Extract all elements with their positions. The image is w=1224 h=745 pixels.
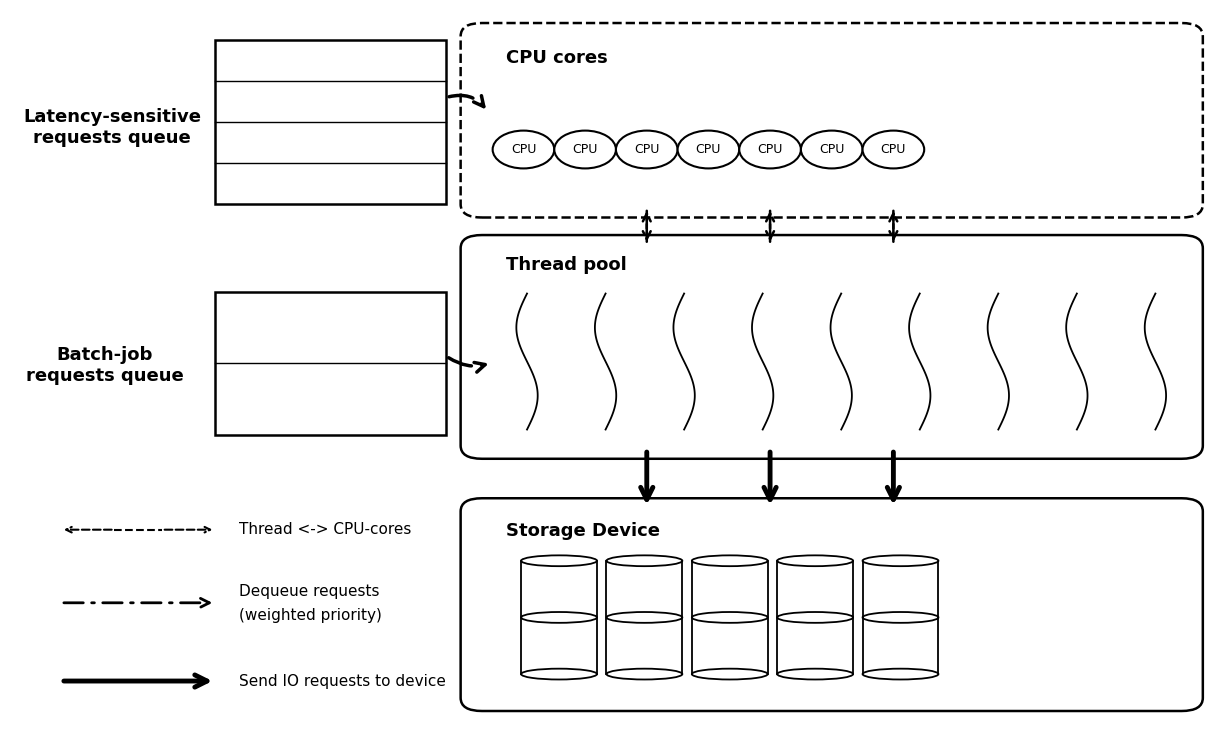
Ellipse shape [692, 669, 767, 679]
Text: Thread pool: Thread pool [506, 256, 627, 273]
Text: CPU: CPU [510, 143, 536, 156]
Text: Dequeue requests: Dequeue requests [239, 584, 379, 599]
Bar [777, 561, 853, 674]
Ellipse shape [863, 555, 939, 566]
Ellipse shape [777, 555, 853, 566]
Ellipse shape [863, 669, 939, 679]
Ellipse shape [800, 130, 863, 168]
FancyBboxPatch shape [460, 235, 1203, 459]
Bar [215, 292, 447, 434]
Text: Storage Device: Storage Device [506, 522, 660, 539]
Ellipse shape [678, 130, 739, 168]
Text: Batch-job
requests queue: Batch-job requests queue [26, 346, 184, 384]
Bar [863, 561, 939, 674]
Text: (weighted priority): (weighted priority) [239, 609, 382, 624]
Ellipse shape [692, 555, 767, 566]
Ellipse shape [777, 669, 853, 679]
Text: Send IO requests to device: Send IO requests to device [239, 673, 446, 688]
Text: CPU: CPU [634, 143, 660, 156]
Ellipse shape [863, 130, 924, 168]
Text: CPU cores: CPU cores [506, 48, 607, 66]
Ellipse shape [616, 130, 678, 168]
Ellipse shape [492, 130, 554, 168]
Text: CPU: CPU [819, 143, 845, 156]
Ellipse shape [521, 555, 597, 566]
Bar [521, 561, 597, 674]
Text: Thread <-> CPU-cores: Thread <-> CPU-cores [239, 522, 411, 537]
Ellipse shape [606, 555, 682, 566]
Ellipse shape [739, 130, 800, 168]
Bar [606, 561, 682, 674]
Text: CPU: CPU [695, 143, 721, 156]
Ellipse shape [606, 669, 682, 679]
Bar [692, 561, 767, 674]
Text: CPU: CPU [573, 143, 597, 156]
Text: CPU: CPU [881, 143, 906, 156]
Text: Latency-sensitive
requests queue: Latency-sensitive requests queue [23, 108, 201, 147]
FancyBboxPatch shape [460, 498, 1203, 711]
Ellipse shape [521, 669, 597, 679]
Bar [215, 39, 447, 204]
Text: CPU: CPU [758, 143, 783, 156]
Ellipse shape [554, 130, 616, 168]
FancyBboxPatch shape [460, 23, 1203, 218]
